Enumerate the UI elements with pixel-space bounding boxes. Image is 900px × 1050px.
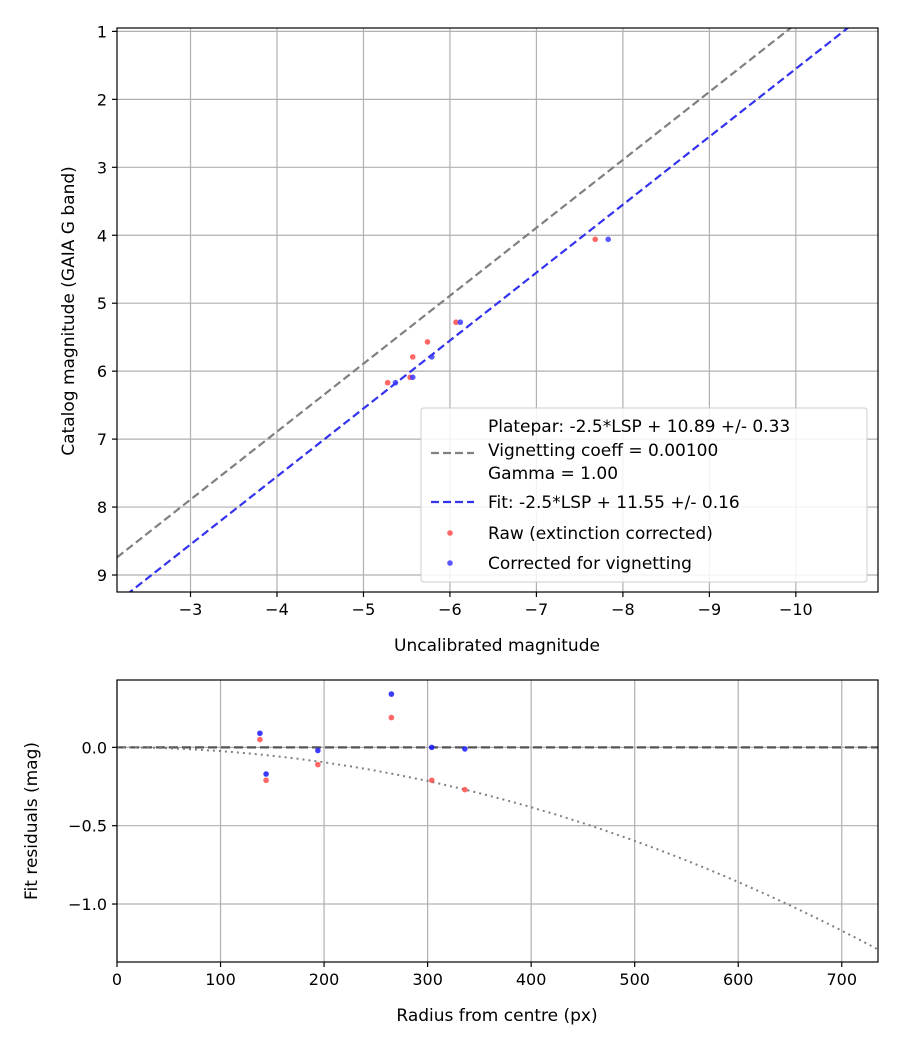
top-x-tick-label-7: −10 [779, 600, 813, 619]
top-plot-frame [116, 27, 879, 593]
legend-raw-label: Raw (extinction corrected) [488, 524, 713, 544]
bottom-residuals-plot: 0 100 200 300 400 500 600 700 0.0 −0.5 −1.0 [68, 679, 879, 989]
top-x-tick-label-5: −8 [611, 600, 635, 619]
top-y-axis-label: Catalog magnitude (GAIA G band) [59, 166, 79, 456]
bottom-point-s1-5 [462, 746, 468, 752]
top-y-tick-label-4: 5 [97, 294, 107, 313]
legend-platepar-label: Platepar: -2.5*LSP + 10.89 +/- 0.33 [488, 417, 790, 437]
bottom-point-s0-4 [428, 777, 435, 784]
bottom-y-tick-label-2: −1.0 [68, 895, 107, 914]
bottom-x-tick-label-7: 700 [826, 970, 857, 989]
legend-corrected-swatch [447, 560, 453, 566]
top-point-s1-0 [392, 379, 399, 386]
bottom-plot-frame [116, 679, 879, 963]
legend-fit-label: Fit: -2.5*LSP + 11.55 +/- 0.16 [488, 493, 740, 513]
top-point-s0-5 [592, 236, 599, 243]
bottom-point-s0-5 [462, 786, 468, 793]
top-calibration-plot: −3 −4 −5 −6 −7 −8 −9 −10 1 2 3 4 5 6 7 8 9 Platepar: -2.5… [97, 22, 879, 619]
top-y-tick-label-1: 2 [97, 90, 107, 109]
top-x-axis-label: Uncalibrated magnitude [394, 636, 600, 656]
top-x-tick-label-6: −9 [698, 600, 722, 619]
top-x-tick-label-1: −4 [265, 600, 289, 619]
bottom-lines-group [117, 746, 878, 951]
bottom-point-s1-2 [315, 747, 321, 754]
bottom-x-tick-label-4: 400 [516, 970, 547, 989]
bottom-y-tick-label-1: −0.5 [68, 817, 107, 836]
bottom-point-s1-0 [257, 730, 263, 737]
bottom-x-axis-label: Radius from centre (px) [396, 1006, 597, 1026]
bottom-x-tick-label-5: 500 [619, 970, 650, 989]
top-y-tick-label-7: 8 [97, 498, 107, 517]
top-point-s1-1 [409, 374, 416, 381]
top-fit-line-1 [128, 28, 850, 592]
top-x-tick-label-2: −5 [352, 600, 376, 619]
top-y-tick-label-3: 4 [97, 226, 107, 245]
bottom-x-tick-label-6: 600 [723, 970, 754, 989]
top-y-tick-label-2: 3 [97, 158, 107, 177]
top-y-tick-label-5: 6 [97, 362, 107, 381]
bottom-x-tick-label-3: 300 [412, 970, 443, 989]
bottom-point-s0-1 [263, 777, 269, 784]
bottom-point-s0-3 [388, 714, 395, 721]
bottom-point-s1-3 [388, 691, 395, 697]
bottom-point-s0-0 [257, 736, 263, 743]
top-point-s0-4 [453, 319, 459, 326]
top-x-tick-label-3: −6 [438, 600, 462, 619]
bottom-point-s0-2 [315, 761, 321, 768]
top-y-tick-label-8: 9 [97, 566, 107, 585]
top-point-s1-2 [428, 354, 435, 360]
legend-vignetting-label: Vignetting coeff = 0.00100 [488, 441, 718, 461]
bottom-point-s1-4 [428, 744, 435, 751]
top-point-s0-2 [409, 354, 416, 360]
legend-box [420, 407, 868, 583]
legend-gamma-label: Gamma = 1.00 [488, 464, 618, 484]
bottom-y-tick-label-0: 0.0 [82, 738, 107, 757]
top-y-tick-label-0: 1 [97, 22, 107, 41]
top-point-s1-3 [457, 319, 464, 326]
top-fit-line-0 [117, 28, 793, 559]
top-x-tick-label-0: −3 [179, 600, 203, 619]
bottom-point-s1-1 [263, 771, 269, 777]
top-point-s0-0 [384, 379, 391, 386]
bottom-x-tick-label-2: 200 [309, 970, 340, 989]
top-lines-group [117, 28, 850, 592]
top-y-tick-label-6: 7 [97, 430, 107, 449]
bottom-x-tick-label-0: 0 [112, 970, 122, 989]
top-point-s1-4 [605, 236, 611, 243]
top-x-tick-label-4: −7 [525, 600, 549, 619]
legend-raw-swatch [447, 530, 453, 536]
vignetting-curve [117, 746, 878, 951]
legend-corrected-label: Corrected for vignetting [488, 554, 692, 574]
bottom-y-axis-label: Fit residuals (mag) [22, 742, 42, 900]
top-point-s0-3 [424, 339, 431, 345]
bottom-x-tick-label-1: 100 [205, 970, 236, 989]
